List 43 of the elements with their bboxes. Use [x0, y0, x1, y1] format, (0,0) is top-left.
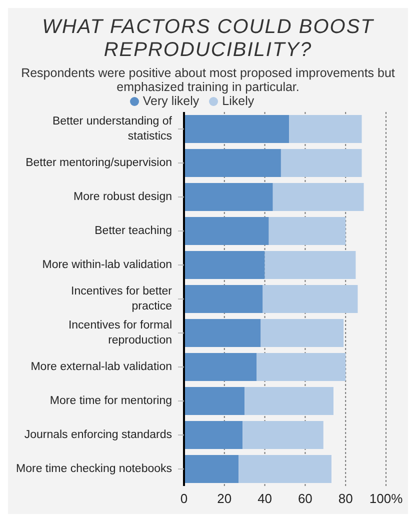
- y-tick-label: More within-lab validation: [42, 259, 172, 271]
- x-tick-label: 100%: [369, 491, 404, 506]
- chart-subtitle: Respondents were positive about most proposed improvements but emphasized training in particular.: [20, 66, 396, 94]
- chart-title: WHAT FACTORS COULD BOOST REPRODUCIBILITY?: [41, 15, 375, 63]
- x-tick-label: 40: [258, 491, 272, 506]
- bar: [280, 149, 362, 177]
- bar: [184, 319, 261, 347]
- x-tick-label: 0: [180, 491, 188, 506]
- bar: [242, 421, 324, 449]
- bar: [262, 285, 358, 313]
- y-tick-label: Journals enforcing standards: [24, 429, 172, 441]
- y-tick-label: More robust design: [74, 191, 172, 203]
- bar: [184, 217, 269, 245]
- y-tick-label: Better understanding of statistics: [52, 116, 173, 142]
- bar: [289, 115, 362, 143]
- y-tick-label: Incentives for better practice: [71, 286, 172, 312]
- legend-label: Very likely: [142, 94, 200, 108]
- y-tick-label: Better mentoring/supervision: [26, 157, 172, 169]
- bar: [184, 149, 281, 177]
- x-tick-label: 20: [217, 491, 232, 506]
- bar: [238, 455, 332, 483]
- y-tick-label: More external-lab validation: [30, 361, 172, 373]
- bar: [184, 455, 239, 483]
- y-tick-label: More time for mentoring: [50, 395, 172, 407]
- bar: [272, 183, 364, 211]
- x-tick-label: 80: [338, 491, 353, 506]
- bar: [268, 217, 346, 245]
- bar: [184, 387, 245, 415]
- bar: [184, 251, 265, 279]
- bar: [264, 251, 356, 279]
- x-tick-label: 60: [298, 491, 312, 506]
- bar: [244, 387, 334, 415]
- y-tick-label: Incentives for formal reproduction: [68, 320, 172, 346]
- bar: [184, 353, 257, 381]
- bar: [184, 115, 290, 143]
- bar: [260, 319, 344, 347]
- y-tick-label: Better teaching: [94, 225, 172, 237]
- bar: [184, 285, 263, 313]
- y-tick-label: More time checking notebooks: [16, 463, 172, 475]
- bar: [256, 353, 346, 381]
- bar: [184, 421, 243, 449]
- bar: [184, 183, 273, 211]
- legend-label: Likely: [222, 94, 254, 108]
